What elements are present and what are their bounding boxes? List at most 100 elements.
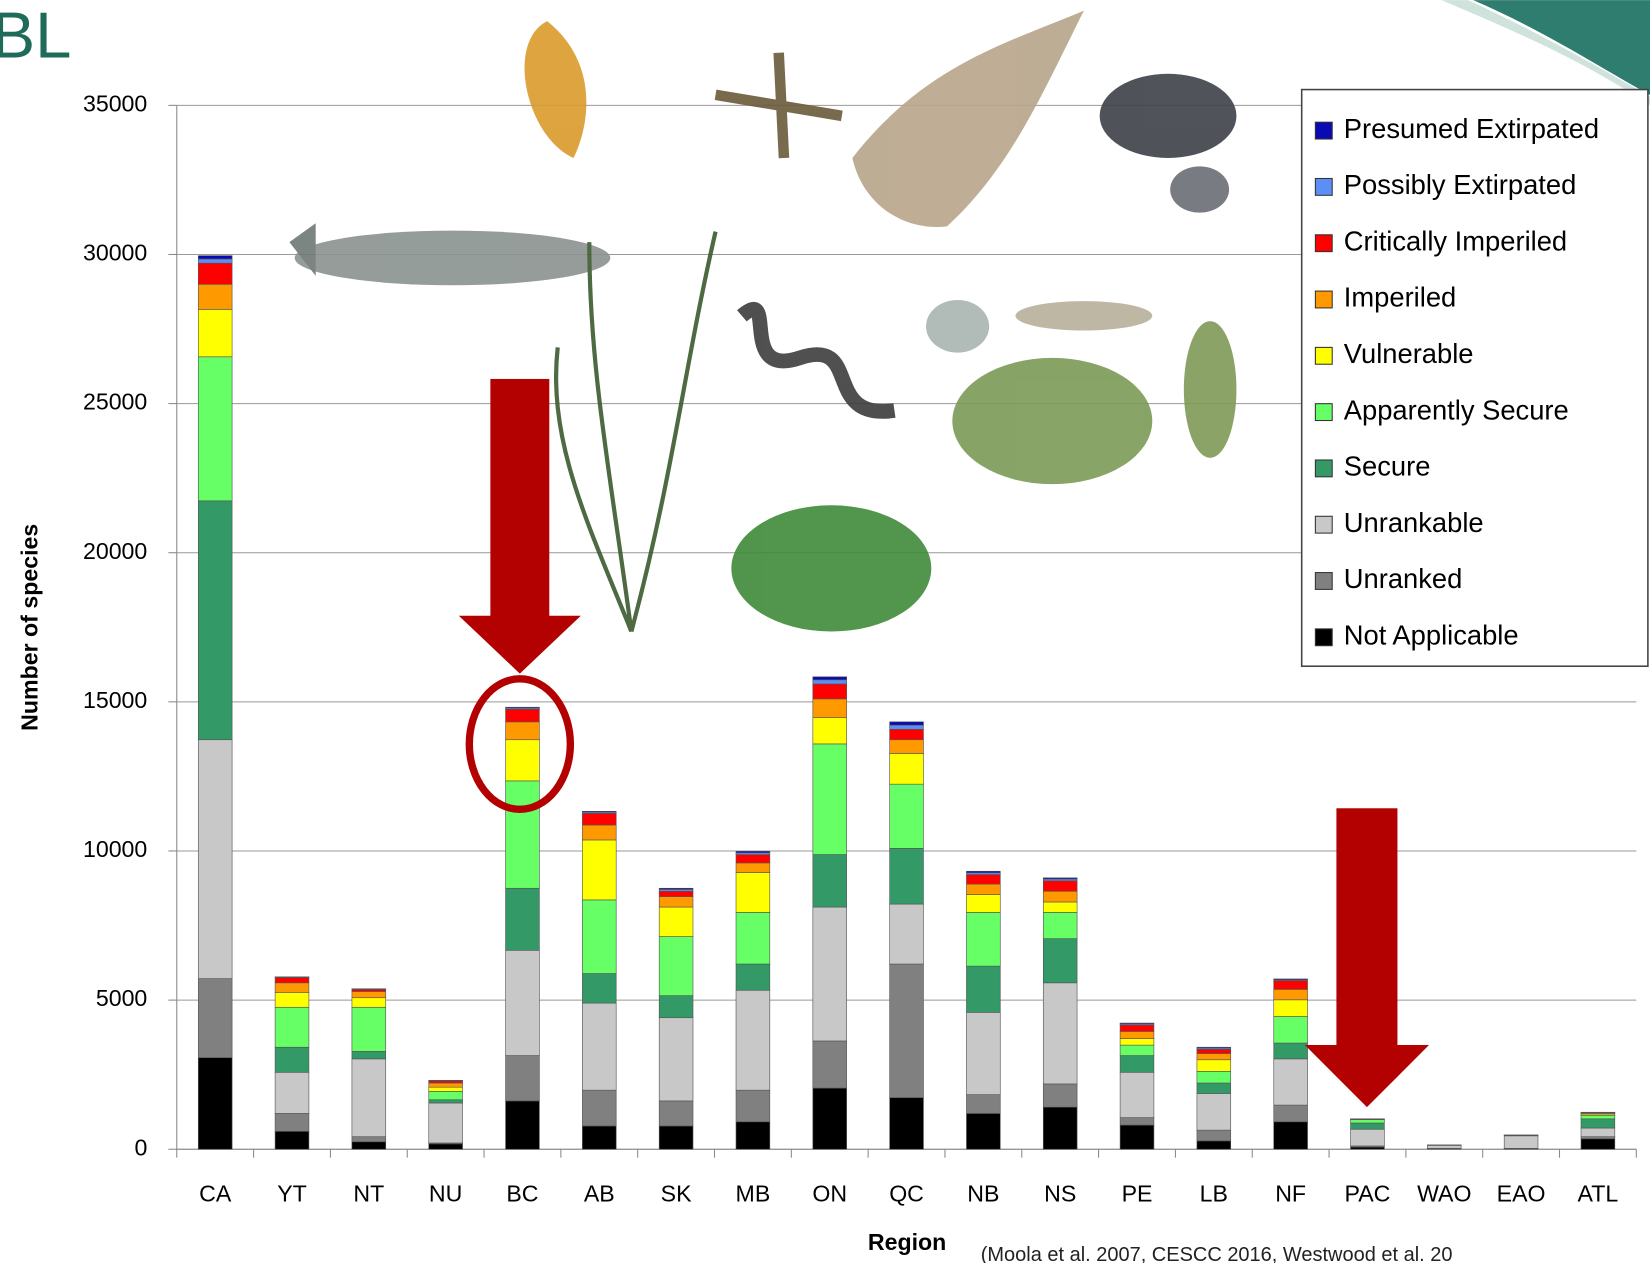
legend-swatch xyxy=(1314,459,1333,478)
legend-label: Not Applicable xyxy=(1344,620,1519,651)
y-tick-label: 10000 xyxy=(83,836,147,862)
y-tick-label: 0 xyxy=(134,1134,147,1160)
y-tick-label: 30000 xyxy=(83,240,147,266)
x-tick-label: NS xyxy=(1044,1181,1076,1207)
x-tick-label: CA xyxy=(199,1181,232,1207)
y-tick-label: 5000 xyxy=(96,985,147,1011)
legend-swatch xyxy=(1314,572,1333,590)
bar-segment xyxy=(505,739,540,782)
bar-segment xyxy=(197,283,233,310)
bar-segment xyxy=(582,973,617,1004)
bar-segment xyxy=(735,1121,771,1150)
bar-segment xyxy=(274,1071,310,1114)
bar-segment xyxy=(966,1012,1001,1095)
bar-segment xyxy=(428,1143,463,1150)
bar-segment xyxy=(1580,1118,1616,1129)
bar-segment xyxy=(812,1040,847,1089)
bar-segment xyxy=(812,676,847,681)
bar-segment xyxy=(1273,989,1308,1001)
legend-label: Critically Imperiled xyxy=(1344,225,1567,256)
bar-segment xyxy=(1042,982,1078,1085)
legend-swatch xyxy=(1314,515,1333,534)
bar-segment xyxy=(1119,1022,1155,1025)
bar-segment xyxy=(197,262,233,285)
bar-segment xyxy=(735,1089,771,1123)
bar-segment xyxy=(1427,1145,1462,1149)
bar-segment xyxy=(1196,1071,1232,1084)
bar-segment xyxy=(812,717,847,745)
bar-segment xyxy=(1042,880,1078,892)
bar-segment xyxy=(1196,1082,1232,1094)
bar-segment xyxy=(1119,1071,1155,1118)
arrow-pac xyxy=(1304,808,1430,1108)
bar-segment xyxy=(966,874,1001,885)
x-tick-label: SK xyxy=(661,1181,692,1207)
bar-segment xyxy=(1273,980,1308,990)
bar-segment xyxy=(582,899,617,974)
bar-segment xyxy=(1273,999,1308,1017)
legend-label: Unranked xyxy=(1344,563,1463,594)
x-tick-label: LB xyxy=(1200,1181,1228,1207)
bar-segment xyxy=(889,724,924,730)
bar-segment xyxy=(1119,1117,1155,1126)
bar-segment xyxy=(274,977,310,984)
bar-segment xyxy=(1580,1138,1616,1150)
bar-segment xyxy=(197,356,233,502)
bar-segment xyxy=(351,991,387,999)
bar-segment xyxy=(812,906,847,1042)
legend-label: Presumed Extirpated xyxy=(1344,113,1599,144)
bar-segment xyxy=(505,1055,540,1102)
bar-segment xyxy=(812,854,847,908)
legend-swatch xyxy=(1314,121,1333,140)
bar-segment xyxy=(1196,1129,1232,1142)
bar-segment xyxy=(582,824,617,841)
bar-segment xyxy=(966,1094,1001,1114)
bar-segment xyxy=(351,1058,387,1138)
bar-segment xyxy=(1042,1106,1078,1150)
bar-segment xyxy=(428,1091,463,1101)
citation: (Moola et al. 2007, CESCC 2016, Westwood… xyxy=(981,1244,1453,1263)
bar-segment xyxy=(505,706,540,709)
legend-swatch xyxy=(1314,403,1333,422)
bar-segment xyxy=(1119,1055,1155,1073)
bar-segment xyxy=(1196,1053,1232,1061)
arrow-bc xyxy=(458,378,581,674)
bar-segment xyxy=(274,1046,310,1073)
bar-segment xyxy=(966,883,1001,895)
bar-segment xyxy=(351,1006,387,1052)
bar-segment xyxy=(274,982,310,993)
x-tick-label: WAO xyxy=(1417,1181,1471,1207)
bar-segment xyxy=(658,1125,694,1150)
bar-segment xyxy=(1273,1058,1308,1106)
bar-segment xyxy=(1119,1044,1155,1056)
x-tick-label: AB xyxy=(584,1181,615,1207)
bar-segment xyxy=(889,728,924,741)
bar-segment xyxy=(658,887,694,890)
bar-segment xyxy=(1196,1059,1232,1072)
bar-segment xyxy=(1350,1119,1385,1124)
y-axis-label: Number of species xyxy=(17,524,43,731)
bar-segment xyxy=(1580,1127,1616,1138)
bar-segment xyxy=(735,963,771,991)
bar-segment xyxy=(735,854,771,864)
x-tick-label: NB xyxy=(967,1181,999,1207)
x-tick-label: EAO xyxy=(1497,1181,1546,1207)
bar-segment xyxy=(966,894,1001,913)
bar-segment xyxy=(274,1006,310,1048)
bar-segment xyxy=(735,862,771,873)
bar-segment xyxy=(1580,1115,1616,1120)
bar-segment xyxy=(351,1051,387,1060)
bar-segment xyxy=(735,989,771,1091)
bar-segment xyxy=(505,949,540,1056)
y-tick-label: 15000 xyxy=(83,687,147,713)
bar-segment xyxy=(428,1099,463,1104)
x-tick-label: BC xyxy=(506,1181,538,1207)
bar-segment xyxy=(735,850,771,854)
x-tick-label: QC xyxy=(889,1181,924,1207)
bar-segment xyxy=(1350,1128,1385,1147)
bar-segment xyxy=(1196,1046,1232,1049)
legend-label: Vulnerable xyxy=(1344,338,1474,369)
illustrations xyxy=(289,10,1237,633)
bar-segment xyxy=(658,936,694,996)
bar-segment xyxy=(889,963,924,1098)
